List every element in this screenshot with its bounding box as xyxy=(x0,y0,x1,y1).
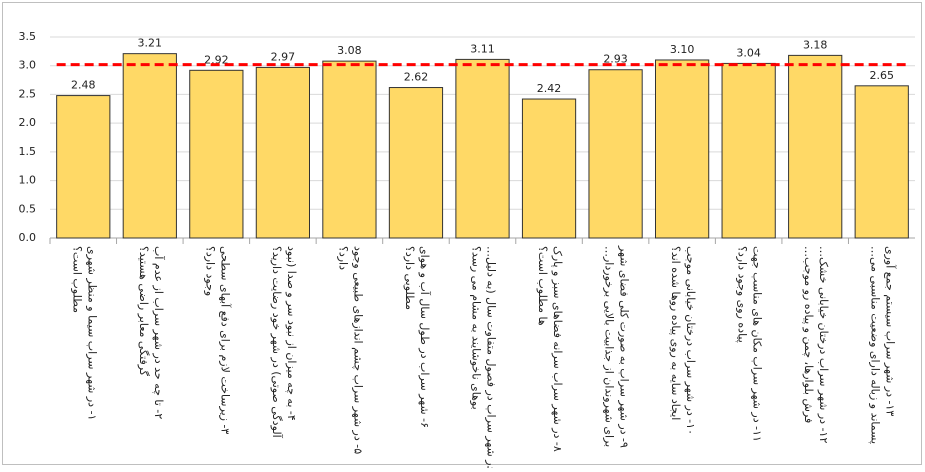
x-tick-label: ۹- در شهر سراب به صورت کلی فضای شهر xyxy=(618,245,631,448)
y-tick-label: 2.5 xyxy=(19,87,37,100)
x-tick-label: گرفتگی معابر راضی هستید؟ xyxy=(137,246,150,377)
x-tick-label: پسماند و زباله دارای وضعیت مناسبی می… xyxy=(869,246,882,444)
x-tick-label: ۵- در شهر سراب چشم اندازهای طبیعی وجود xyxy=(351,246,364,454)
x-tick-label: آلودگی صوتی) در شهر خود رضایت دارید؟ xyxy=(270,246,284,439)
x-tick-label: ۱۳- در شهر سراب سیستم جمع آوری xyxy=(884,246,898,416)
data-label: 2.42 xyxy=(537,82,562,95)
x-tick-label: ۶- شهر سراب در طول سال آب و هوای xyxy=(418,246,432,428)
y-tick-label: 1.0 xyxy=(19,174,37,187)
x-tick-label: ۱۰- در شهر سراب درختان خیابانی موجب xyxy=(684,246,697,435)
data-label: 3.11 xyxy=(470,42,495,55)
x-tick-label: وجود دارد؟ xyxy=(203,246,216,296)
y-tick-label: 1.5 xyxy=(19,145,37,158)
y-tick-label: 3.0 xyxy=(19,59,37,72)
x-tick-label: ایجاد سایه به روی پیاده روها شده اند؟ xyxy=(669,246,682,420)
data-label: 3.08 xyxy=(337,44,362,57)
x-tick-label: فرش بلوارها، چمن و پیاده رو موجب… xyxy=(802,246,815,423)
x-tick-label: بوهای ناخوشایند به مشام می رسد؟ xyxy=(470,246,483,410)
bar xyxy=(655,59,710,239)
x-tick-label: ها مطلوب است؟ xyxy=(536,246,549,326)
bar xyxy=(854,85,909,239)
x-tick-label: ۴- به چه میزان از نبود سر و صدا (نبود xyxy=(285,246,298,421)
x-tick-label: مطلوبی دارد؟ xyxy=(403,246,416,310)
x-tick-label: ۱۱- در شهر سراب مکان های مناسب جهت xyxy=(751,246,764,442)
bar xyxy=(56,95,111,239)
x-tick-label: ۲- تا چه حد در شهر سراب از عدم آب xyxy=(152,246,166,419)
data-label: 3.21 xyxy=(138,37,163,50)
x-tick-label: پیاده روی وجود دارد؟ xyxy=(736,246,749,343)
data-label: 3.04 xyxy=(736,46,761,59)
bar xyxy=(189,69,244,239)
bar xyxy=(721,62,776,239)
x-tick-label: ۱۲- در شهر سراب درختان خیابانی خشک… xyxy=(817,246,830,443)
bar xyxy=(255,66,310,239)
x-tick-label: دارد؟ xyxy=(336,246,349,270)
y-tick-label: 3.5 xyxy=(19,30,37,43)
x-tick-label: ۸- در شهر سراب سرانه فضاهای سبز و پارک xyxy=(551,246,564,452)
y-tick-label: 2.0 xyxy=(19,116,37,129)
bar xyxy=(521,98,577,239)
bar xyxy=(788,54,843,239)
x-tick-label: ۷- در شهر سراب در فصول متفاوت سال (به دل… xyxy=(485,246,498,468)
y-tick-label: 0.0 xyxy=(19,231,37,244)
bar xyxy=(122,53,177,239)
data-label: 2.62 xyxy=(404,71,429,84)
x-tick-label: مطلوب است؟ xyxy=(70,246,83,313)
x-tick-label: ۱- در شهر سراب سیما و منظر شهری xyxy=(85,246,98,420)
x-tick-label: ۳- زیرساخت لازم برای دفع آبهای سطحی xyxy=(218,246,232,434)
bar xyxy=(388,87,444,239)
y-tick-label: 0.5 xyxy=(19,202,37,215)
bar xyxy=(588,69,643,239)
x-tick-label: برای شهروندان از جذابیت بالایی برخوردار… xyxy=(603,246,616,447)
bar xyxy=(455,58,510,239)
data-label: 3.10 xyxy=(670,43,695,56)
data-label: 2.93 xyxy=(603,53,628,66)
data-label: 3.18 xyxy=(803,38,828,51)
data-label: 2.48 xyxy=(71,79,96,92)
bar xyxy=(322,60,377,239)
data-label: 2.97 xyxy=(271,50,296,63)
data-label: 2.92 xyxy=(204,53,229,66)
data-label: 2.65 xyxy=(869,69,894,82)
